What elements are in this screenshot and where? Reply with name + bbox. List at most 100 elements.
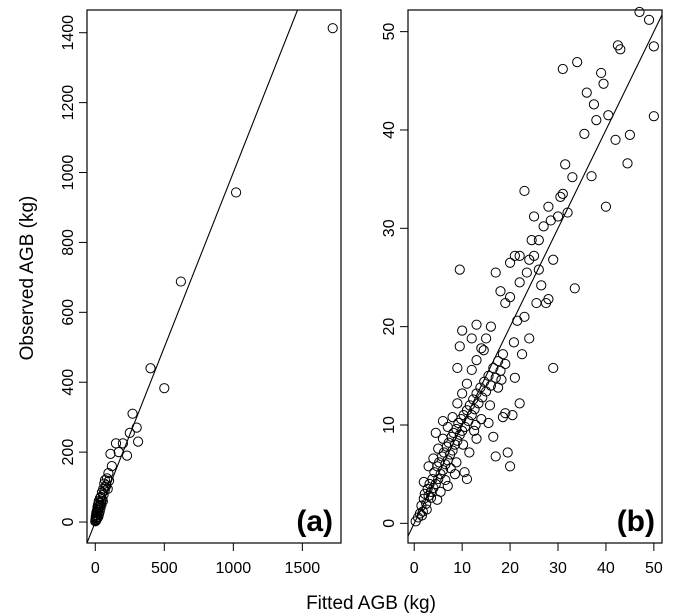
data-point [230,187,242,198]
x-axis-title: Fitted AGB (kg) [306,593,436,614]
data-point [507,410,518,421]
data-point [175,276,186,287]
data-point [500,358,511,370]
data-point [458,439,469,450]
data-point [572,57,583,68]
data-point [509,372,520,383]
data-point [545,215,556,226]
plot-frame-b [407,9,663,544]
data-point [490,372,501,383]
data-point [483,370,494,381]
x-tick-label: 0 [410,560,419,577]
y-tick-label: 1200 [60,85,77,121]
data-point [598,78,609,89]
data-point [562,207,573,218]
data-point [603,110,614,121]
data-point [483,417,494,429]
data-point [433,473,444,485]
data-point [588,99,600,110]
y-tick-label: 200 [60,439,77,466]
data-point [485,321,497,332]
data-point [416,510,427,521]
data-point [555,191,566,202]
data-point [495,286,506,297]
data-point [437,465,449,476]
data-point [131,422,142,433]
data-point [459,467,470,478]
data-point [452,435,463,446]
data-point [94,506,105,517]
data-point [543,201,554,212]
data-point [567,172,578,183]
data-point [548,254,559,265]
data-point [464,447,475,458]
data-point [454,341,465,352]
data-point [425,492,437,503]
y-tick-label: 20 [381,318,398,336]
data-point [500,297,511,309]
data-point [469,404,480,415]
data-point [519,311,530,322]
data-point [536,280,547,291]
data-point [504,257,516,268]
data-point [600,201,612,212]
data-point [485,380,497,391]
data-point [615,44,626,55]
data-point [514,250,525,261]
data-point [121,450,133,461]
data-point [490,267,501,278]
data-point [445,463,456,474]
y-tick-label: 600 [60,299,77,326]
x-tick-label: 20 [501,560,519,577]
data-point [466,364,477,376]
data-point [471,354,482,366]
x-tick-label: 10 [453,560,471,577]
data-point [132,436,144,447]
data-point [528,211,540,222]
data-point [478,345,489,356]
data-point [470,419,481,431]
y-tick-label: 10 [381,416,398,434]
data-point [524,333,535,344]
data-point [475,382,486,393]
data-point [471,433,482,444]
data-point [557,63,568,75]
data-point [481,333,492,344]
data-point [521,267,532,278]
data-point [624,129,635,140]
x-tick-label: 1500 [285,560,321,577]
y-tick-label: 30 [381,219,398,237]
data-point [442,480,453,492]
panel-label-b: (b) [617,505,655,538]
data-point [102,483,113,494]
data-point [528,250,540,261]
data-point [490,451,501,462]
data-point [488,362,499,374]
data-point [648,41,659,52]
data-point [488,431,499,442]
data-point [484,400,496,411]
data-point [430,427,441,438]
data-point [440,474,451,486]
data-point [469,425,480,436]
data-point [105,448,116,459]
y-tick-label: 0 [381,519,398,528]
data-point [533,264,544,275]
y-tick-label: 800 [60,229,77,256]
data-point [643,14,655,25]
data-point [424,478,435,490]
data-point [581,87,592,98]
data-point [591,115,602,126]
data-point [94,501,105,512]
data-point [466,410,477,421]
data-point [418,476,429,488]
data-point [327,23,338,34]
x-tick-label: 0 [91,560,100,577]
data-point [622,158,633,169]
x-tick-label: 500 [151,560,178,577]
x-tick-label: 1000 [216,560,252,577]
reference-line-a [87,10,299,543]
data-point [519,185,530,197]
data-point [504,461,516,472]
data-point [552,211,564,222]
